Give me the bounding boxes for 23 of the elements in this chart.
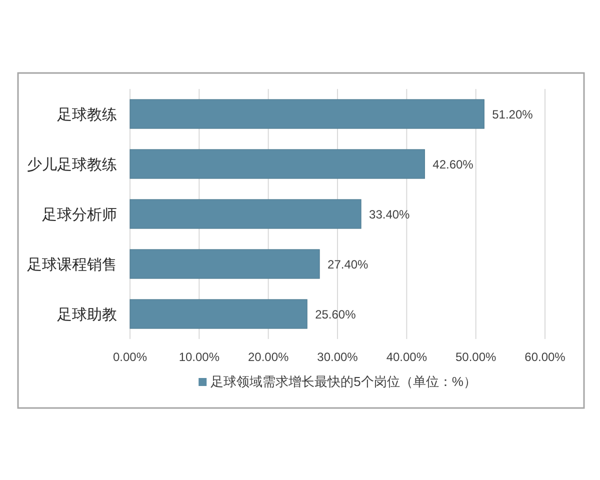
x-tick-label: 10.00% xyxy=(178,350,220,364)
bar xyxy=(130,249,320,279)
data-label: 25.60% xyxy=(315,308,356,322)
x-tick-label: 40.00% xyxy=(386,350,428,364)
bar xyxy=(130,99,484,129)
bar xyxy=(130,149,425,179)
x-tick-label: 50.00% xyxy=(455,350,497,364)
x-tick-label: 60.00% xyxy=(524,350,566,364)
y-tick-label: 足球教练 xyxy=(57,106,117,124)
y-tick-label: 足球分析师 xyxy=(42,206,117,224)
bar xyxy=(130,299,308,329)
x-tick-label: 20.00% xyxy=(248,350,290,364)
y-tick-label: 足球助教 xyxy=(57,306,117,324)
data-label: 27.40% xyxy=(328,258,369,272)
bar xyxy=(130,199,362,229)
data-label: 42.60% xyxy=(432,158,474,172)
data-label: 51.20% xyxy=(492,108,534,122)
data-label: 33.40% xyxy=(369,208,410,222)
x-tick-label: 30.00% xyxy=(317,350,358,364)
y-tick-label: 足球课程销售 xyxy=(27,256,117,274)
x-tick-label: 0.00% xyxy=(112,350,148,364)
legend: 足球领域需求增长最快的5个岗位（单位：%） xyxy=(198,374,476,389)
y-tick-label: 少儿足球教练 xyxy=(27,156,117,174)
